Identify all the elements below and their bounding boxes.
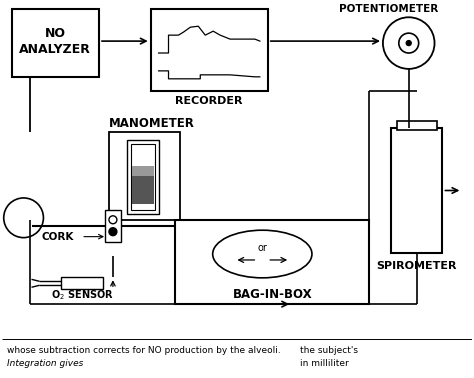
Bar xyxy=(127,140,159,214)
Circle shape xyxy=(383,17,435,69)
Circle shape xyxy=(4,198,44,238)
Bar xyxy=(12,9,99,77)
Bar xyxy=(391,129,442,253)
Text: or: or xyxy=(257,243,267,253)
Text: CORK: CORK xyxy=(41,232,74,242)
Text: RECORDER: RECORDER xyxy=(175,96,243,106)
Text: the subject's: the subject's xyxy=(300,346,357,355)
Bar xyxy=(132,166,154,176)
Text: in milliliter: in milliliter xyxy=(300,359,348,368)
Bar xyxy=(175,220,369,304)
Circle shape xyxy=(406,40,411,46)
Text: O$_2$ SENSOR: O$_2$ SENSOR xyxy=(51,288,114,302)
Ellipse shape xyxy=(213,230,312,278)
Text: whose subtraction corrects for NO production by the alveoli.: whose subtraction corrects for NO produc… xyxy=(7,346,281,355)
Text: MANOMETER: MANOMETER xyxy=(109,117,195,130)
Text: POTENTIOMETER: POTENTIOMETER xyxy=(339,4,438,14)
Bar xyxy=(109,132,181,220)
Text: NO: NO xyxy=(45,27,66,40)
Bar xyxy=(105,210,121,242)
Circle shape xyxy=(109,228,117,235)
Text: ANALYZER: ANALYZER xyxy=(19,43,91,56)
Circle shape xyxy=(109,216,117,224)
Text: Integration gives: Integration gives xyxy=(7,359,83,368)
Bar xyxy=(397,121,437,130)
Text: BAG-IN-BOX: BAG-IN-BOX xyxy=(232,288,312,301)
Bar xyxy=(131,144,155,210)
Bar xyxy=(151,9,268,91)
Bar xyxy=(61,277,103,289)
Bar xyxy=(132,176,154,204)
Circle shape xyxy=(399,33,419,53)
Text: SPIROMETER: SPIROMETER xyxy=(376,262,457,271)
